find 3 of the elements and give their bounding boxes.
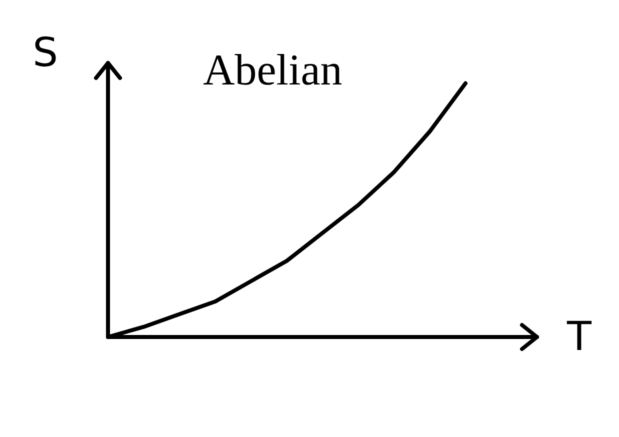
y-axis-title: S	[32, 30, 58, 76]
x-axis-title: T	[566, 314, 592, 360]
chart-title: Abelian	[203, 46, 342, 94]
